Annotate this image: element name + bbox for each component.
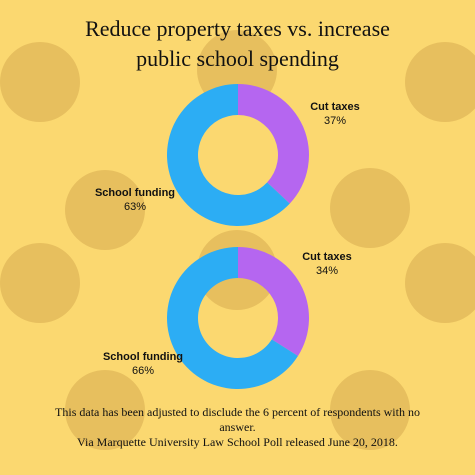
chart1-cut-taxes-name: Cut taxes (310, 101, 360, 113)
background-dot (330, 168, 410, 248)
chart1-school-funding-value: 63% (123, 201, 147, 213)
background-dot (405, 243, 475, 323)
donut-chart-2 (166, 247, 309, 389)
chart1-school-funding-label: School funding 63% (90, 186, 180, 215)
chart2-cut-taxes-value: 34% (315, 265, 339, 277)
donut-chart-1 (166, 84, 309, 226)
chart1-cut-taxes-label: Cut taxes 37% (300, 100, 370, 129)
title-line-2: public school spending (136, 46, 339, 71)
title-line-1: Reduce property taxes vs. increase (85, 16, 390, 41)
chart1-slice-cut-taxes (238, 84, 309, 204)
chart2-school-funding-label: School funding 66% (98, 350, 188, 379)
chart2-cut-taxes-name: Cut taxes (302, 251, 352, 263)
chart2-slice-school-funding (166, 247, 298, 389)
chart1-slice-school-funding (166, 84, 290, 226)
footer-line-2: answer. (219, 420, 256, 434)
chart1-school-funding-name: School funding (94, 187, 176, 199)
background-dot (330, 370, 410, 450)
background-dot (0, 243, 80, 323)
footer-line-1: This data has been adjusted to disclude … (55, 405, 420, 419)
chart-title: Reduce property taxes vs. increase publi… (0, 14, 475, 74)
background-dot (65, 170, 145, 250)
chart2-school-funding-name: School funding (102, 351, 184, 363)
chart2-cut-taxes-label: Cut taxes 34% (292, 250, 362, 279)
chart2-school-funding-value: 66% (131, 365, 155, 377)
footer-note: This data has been adjusted to disclude … (0, 405, 475, 450)
background-dot (65, 370, 145, 450)
background-dot (0, 42, 80, 122)
footer-source: Via Marquette University Law School Poll… (77, 435, 398, 449)
chart2-slice-cut-taxes (238, 247, 309, 357)
background-dot (405, 42, 475, 122)
chart1-cut-taxes-value: 37% (323, 115, 347, 127)
